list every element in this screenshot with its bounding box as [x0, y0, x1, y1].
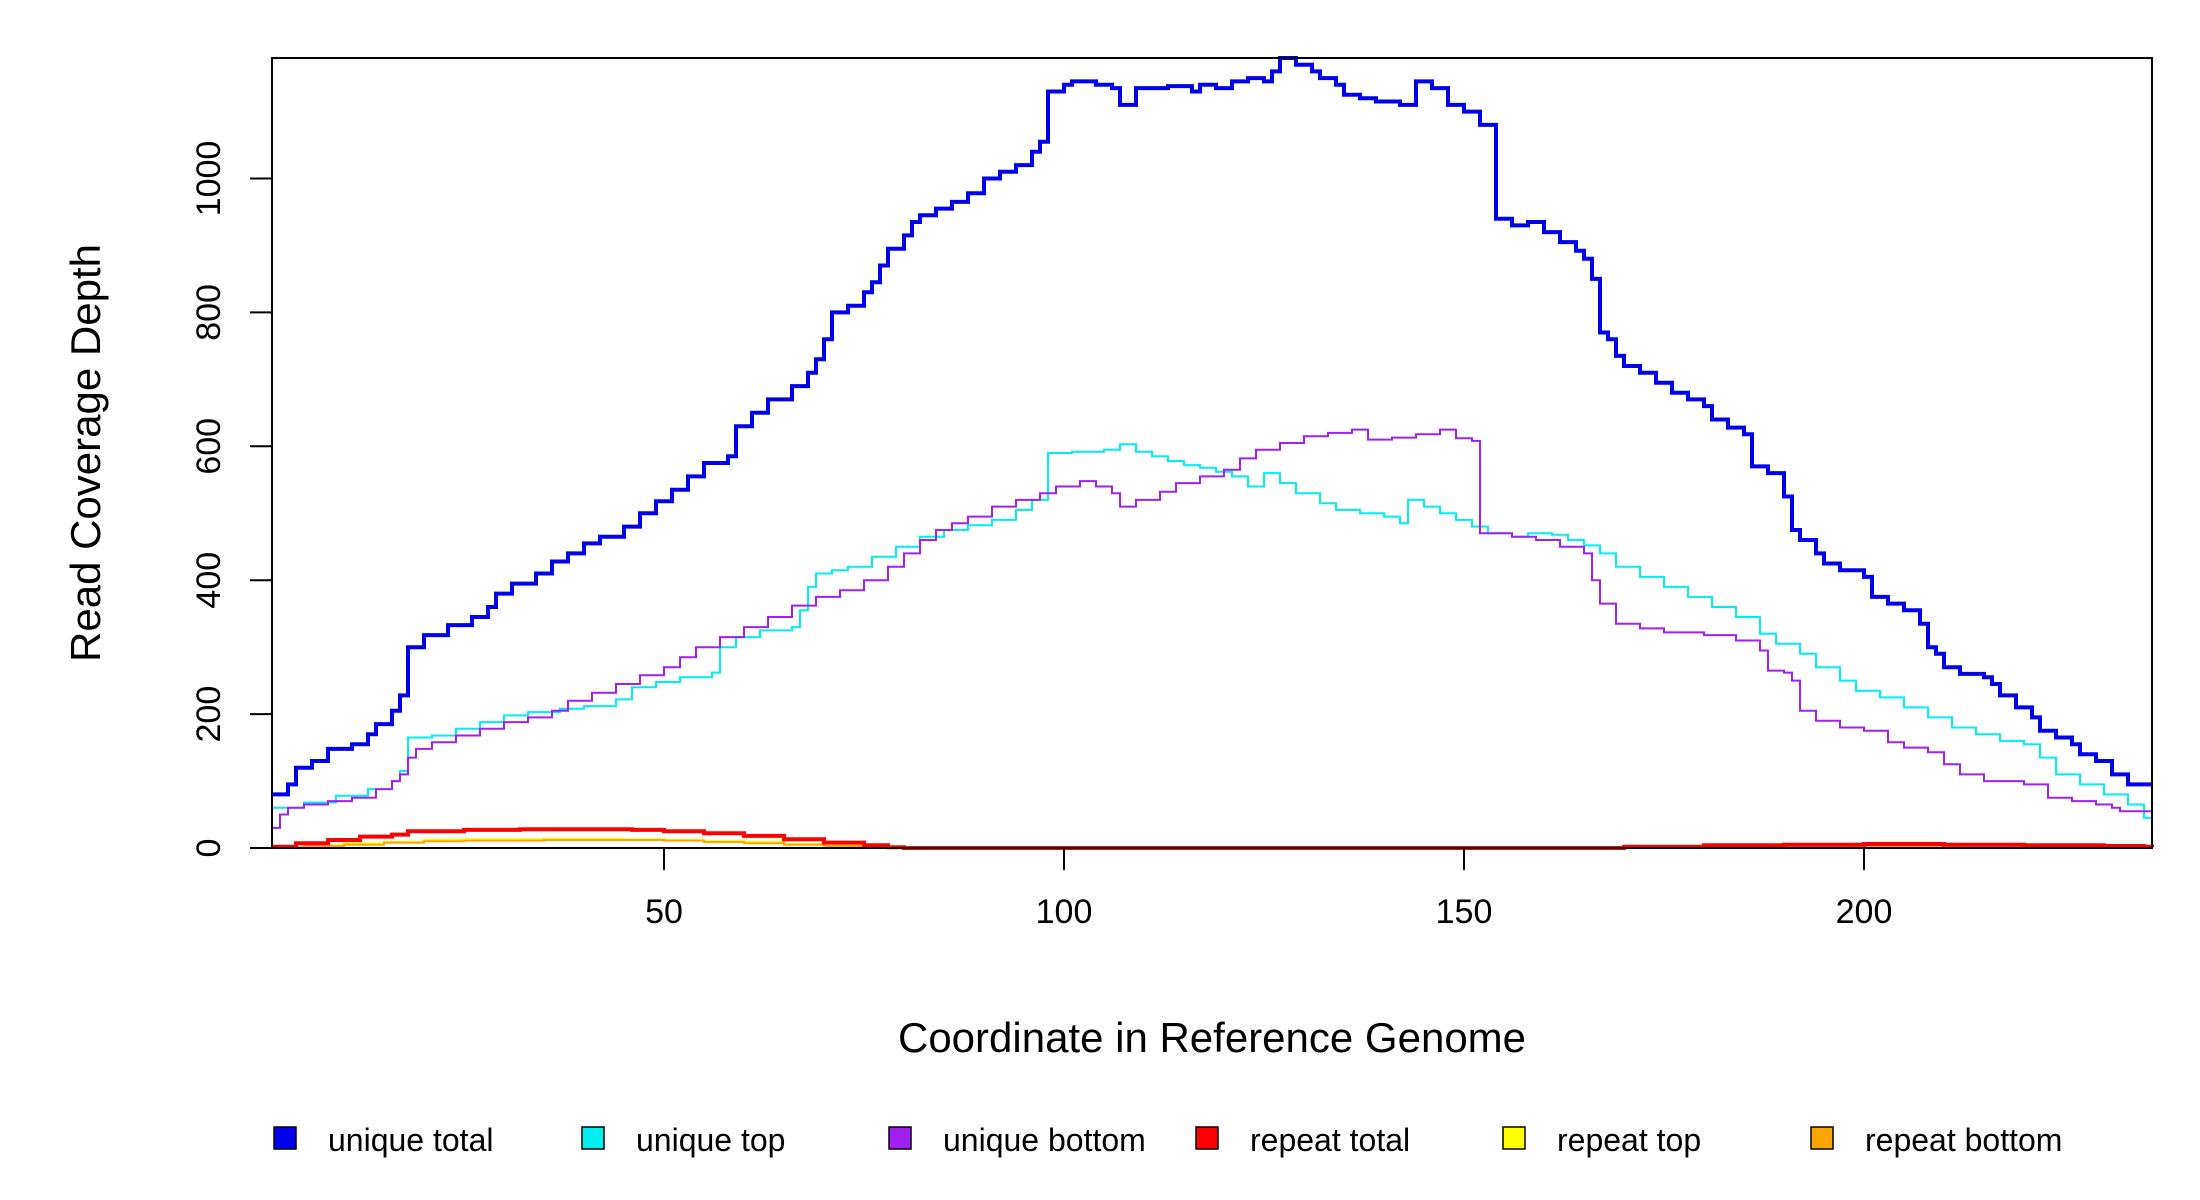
- x-tick-label: 100: [1036, 893, 1093, 931]
- series-line-unique-bottom: [272, 428, 2152, 829]
- x-tick-label: 150: [1436, 893, 1493, 931]
- y-axis: 0 200 400 600 800 1000: [190, 141, 272, 858]
- series-layer: [272, 56, 2154, 850]
- legend-label: repeat top: [1557, 1122, 1701, 1158]
- y-axis-title: Read Coverage Depth: [62, 244, 109, 662]
- x-tick-label: 50: [645, 893, 683, 931]
- legend-label: unique top: [636, 1122, 785, 1158]
- y-tick-label: 800: [190, 284, 228, 341]
- x-axis-title: Coordinate in Reference Genome: [898, 1014, 1526, 1061]
- y-tick-label: 200: [190, 686, 228, 743]
- x-tick-label: 200: [1836, 893, 1893, 931]
- series-line-unique-total: [272, 56, 2152, 797]
- y-tick-label: 600: [190, 418, 228, 475]
- y-tick-label: 400: [190, 552, 228, 609]
- legend-swatch: [1195, 1126, 1219, 1150]
- series-line-unique-top: [272, 443, 2153, 822]
- legend-swatch: [1810, 1126, 1834, 1150]
- legend-swatch: [581, 1126, 605, 1150]
- x-axis: 50 100 150 200: [645, 848, 1892, 931]
- legend-label: unique bottom: [943, 1122, 1146, 1158]
- legend-swatch: [273, 1126, 297, 1150]
- series-line-repeat-total: [272, 827, 2154, 850]
- y-tick-label: 0: [190, 839, 228, 858]
- y-tick-label: 1000: [190, 141, 228, 217]
- legend-label: unique total: [328, 1122, 493, 1158]
- legend-swatch: [888, 1126, 912, 1150]
- legend-label: repeat total: [1250, 1122, 1410, 1158]
- legend-swatch: [1502, 1126, 1526, 1150]
- legend-label: repeat bottom: [1865, 1122, 2062, 1158]
- plot-frame: [271, 57, 2153, 849]
- legend: unique total unique top unique bottom repea…: [273, 1122, 2062, 1158]
